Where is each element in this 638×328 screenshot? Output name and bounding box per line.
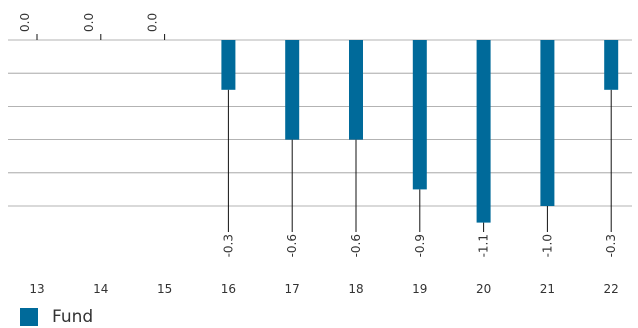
x-tick-label: 13 — [29, 282, 44, 296]
bar — [476, 40, 491, 223]
bar — [349, 40, 363, 140]
legend: Fund — [20, 308, 93, 326]
gridlines — [8, 39, 632, 207]
x-tick-labels: 13 14 15 16 17 18 19 20 21 22 — [29, 282, 618, 296]
legend-swatch — [20, 308, 38, 326]
data-labels: 0.0 0.0 0.0 -0.3 -0.6 -0.6 -0.9 -1.1 -1.0 -0.3 — [18, 13, 618, 258]
data-label: 0.0 — [146, 13, 160, 32]
x-tick-label: 15 — [157, 282, 172, 296]
x-tick-label: 20 — [476, 282, 491, 296]
x-tick-label: 19 — [412, 282, 427, 296]
x-tick-label: 17 — [285, 282, 300, 296]
data-label: -1.1 — [477, 234, 491, 257]
data-label: -0.6 — [285, 234, 299, 257]
bar — [221, 40, 236, 90]
data-label: 0.0 — [82, 13, 96, 32]
data-label: -0.3 — [604, 234, 618, 257]
data-label: 0.0 — [18, 13, 32, 32]
x-tick-label: 18 — [348, 282, 363, 296]
legend-label: Fund — [52, 307, 94, 327]
x-tick-label: 22 — [604, 282, 619, 296]
bar — [412, 40, 427, 190]
data-label: -0.9 — [413, 234, 427, 257]
data-label: -0.3 — [221, 234, 235, 257]
bars — [221, 40, 619, 223]
bar — [540, 40, 555, 206]
x-tick-label: 14 — [93, 282, 108, 296]
leader-lines — [36, 34, 612, 232]
data-label: -0.6 — [349, 234, 363, 257]
x-tick-label: 21 — [540, 282, 555, 296]
data-label: -1.0 — [540, 234, 554, 257]
bar — [604, 40, 619, 90]
bar — [285, 40, 300, 140]
x-tick-label: 16 — [221, 282, 236, 296]
